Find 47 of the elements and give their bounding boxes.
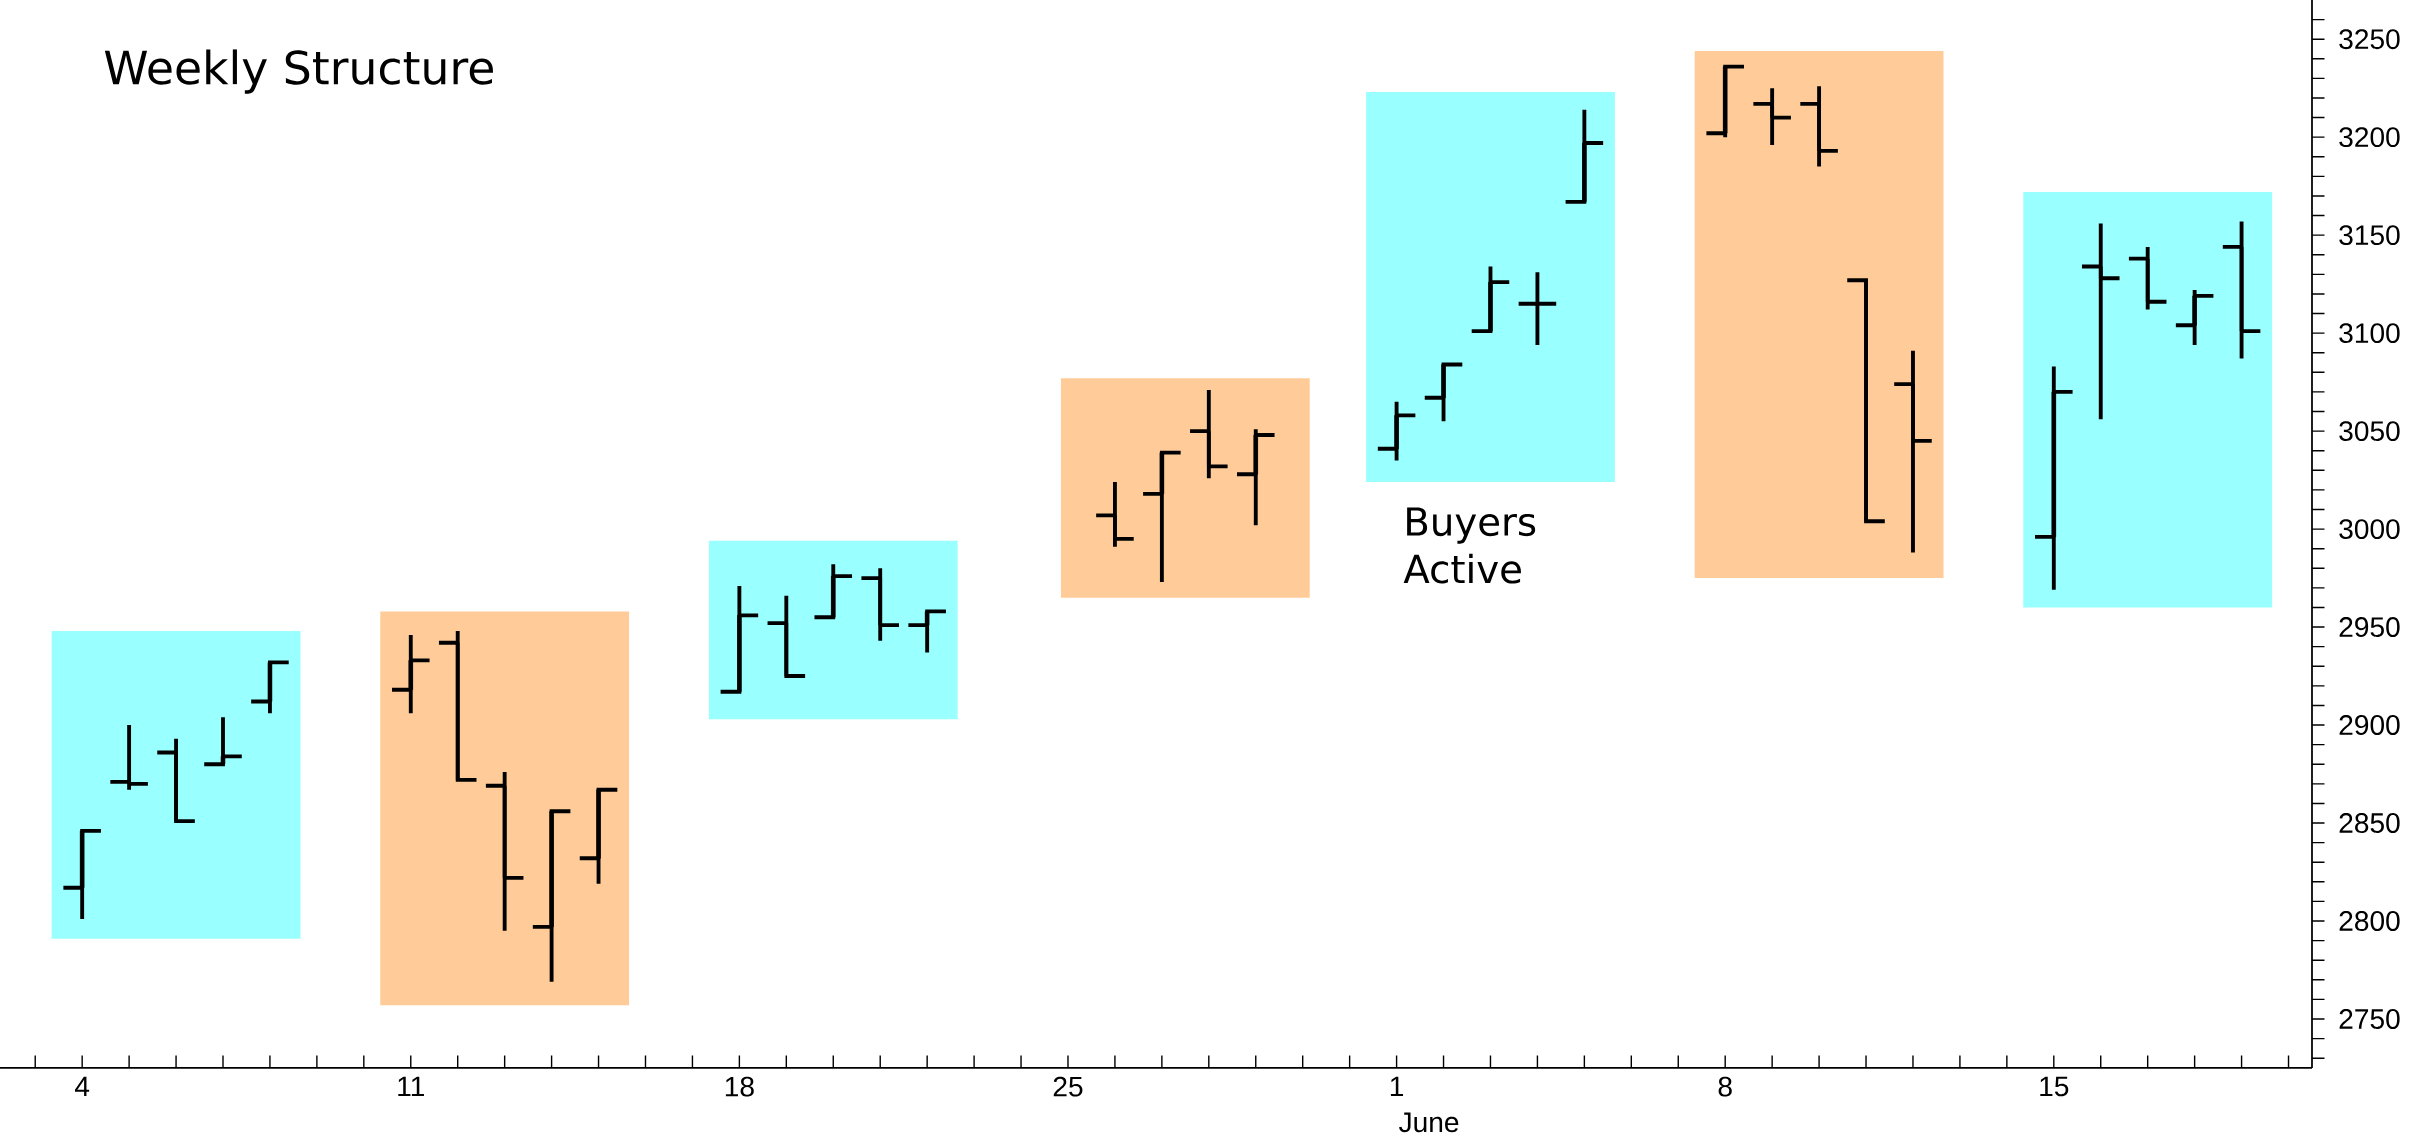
y-tick-label: 3050 xyxy=(2339,421,2400,442)
text: June xyxy=(1399,1112,1459,1133)
candlestick xyxy=(1375,399,1418,463)
x-tick-label: 4 xyxy=(74,1076,90,1097)
candlestick xyxy=(1094,480,1136,549)
bar xyxy=(1694,50,1944,579)
candlestick xyxy=(1188,388,1230,481)
candlestick xyxy=(1892,348,1934,555)
bar xyxy=(51,630,301,939)
candlestick xyxy=(202,715,244,769)
candlestick xyxy=(483,770,526,933)
candlestick xyxy=(1235,427,1277,528)
bar xyxy=(1366,92,1615,483)
candlestick xyxy=(2033,364,2075,592)
y-tick-label: 2750 xyxy=(2339,1009,2400,1029)
candlestick xyxy=(2126,244,2169,312)
text: Weekly Structure xyxy=(104,49,493,94)
candlestick xyxy=(390,632,432,716)
x-tick-label: 15 xyxy=(2040,1076,2069,1097)
candlestick xyxy=(2173,288,2216,347)
y-tick-label: 2800 xyxy=(2339,911,2400,931)
y-tick-label: 3000 xyxy=(2339,519,2400,540)
candlestick xyxy=(249,658,291,716)
y-tick-label: 3200 xyxy=(2339,127,2400,148)
x-tick-label: 11 xyxy=(398,1076,424,1097)
bar xyxy=(708,540,958,720)
y-tick-label: 3250 xyxy=(2339,29,2400,50)
y-tick-label: 2900 xyxy=(2339,715,2400,736)
bar xyxy=(380,611,630,1006)
candlestick xyxy=(859,566,901,643)
candlestick xyxy=(1516,270,1559,347)
candlestick xyxy=(108,723,150,792)
candlestick xyxy=(1798,84,1840,169)
x-tick-label: 18 xyxy=(725,1076,754,1097)
x-tick-label: 8 xyxy=(1718,1076,1732,1097)
bar xyxy=(2023,192,2273,608)
candlestick xyxy=(2080,221,2122,422)
y-tick-label: 2950 xyxy=(2339,617,2400,638)
y-tick-label: 3150 xyxy=(2339,225,2400,246)
candlestick xyxy=(1751,86,1793,147)
x-tick-label: 1 xyxy=(1390,1076,1404,1097)
x-tick-label: 25 xyxy=(1053,1076,1083,1097)
annotation: Buyers Active xyxy=(1403,507,1536,584)
y-tick-label: 3100 xyxy=(2339,323,2400,344)
candlestick xyxy=(2220,219,2263,361)
candlestick xyxy=(906,607,948,655)
y-tick-label: 2850 xyxy=(2339,813,2400,833)
